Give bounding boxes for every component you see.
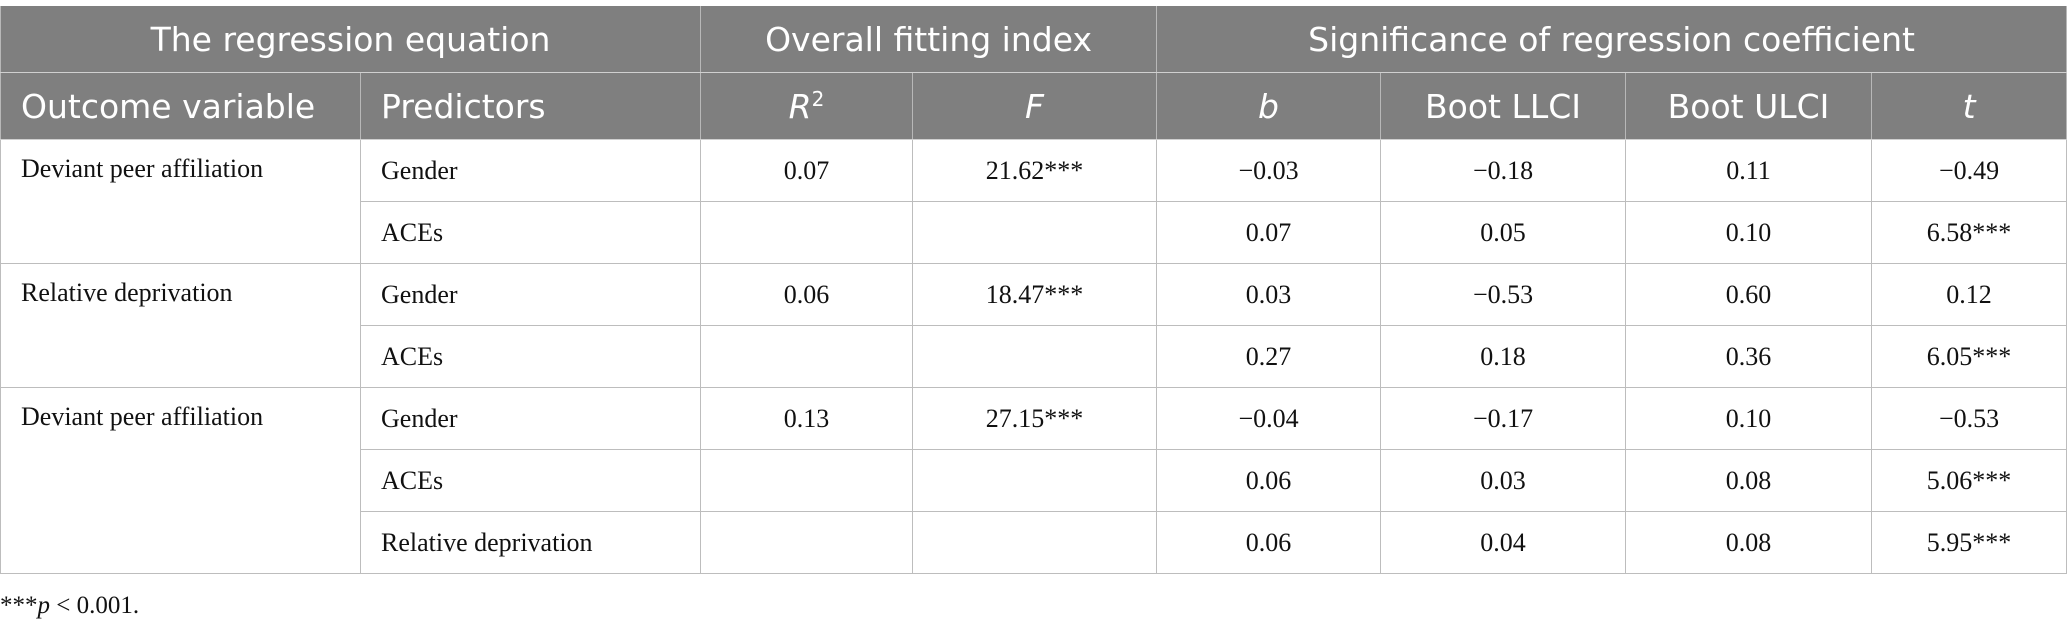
predictor-cell: ACEs xyxy=(359,201,702,264)
empty-cell xyxy=(700,201,914,264)
footnote-text: < 0.001. xyxy=(56,592,140,619)
b-cell: 0.06 xyxy=(1156,511,1382,574)
table-body: Deviant peer affiliation Gender 0.07 21.62*… xyxy=(0,139,2067,574)
t-cell: 6.05*** xyxy=(1871,325,2067,388)
f-cell: 18.47*** xyxy=(912,263,1158,326)
outcome-cell: Relative deprivation xyxy=(0,263,361,388)
llci-cell: 0.05 xyxy=(1380,201,1627,264)
predictor-cell: Gender xyxy=(359,387,702,450)
table-row: Relative deprivation Gender 0.06 18.47*** 0.… xyxy=(0,263,2067,388)
r2-cell: 0.07 xyxy=(700,139,914,202)
predictor-cell: ACEs xyxy=(359,325,702,388)
predictor-cell: ACEs xyxy=(359,449,702,512)
empty-cell xyxy=(700,511,914,574)
empty-cell xyxy=(912,201,1158,264)
column-header: Boot ULCI xyxy=(1625,72,1873,140)
column-header-symbol: F xyxy=(1025,86,1045,126)
footnote: ***p < 0.001. xyxy=(0,592,139,620)
table-head: The regression equation Overall fitting … xyxy=(0,6,2067,140)
predictor-cell: Gender xyxy=(359,263,702,326)
column-header: Boot LLCI xyxy=(1380,72,1627,140)
ulci-cell: 0.11 xyxy=(1625,139,1873,202)
regression-table: The regression equation Overall fitting … xyxy=(0,6,2067,574)
table-row: Relative deprivation 0.06 0.04 0.08 5.95*** xyxy=(1,511,2067,574)
column-header-symbol: t xyxy=(1962,86,1976,126)
t-cell: 6.58*** xyxy=(1871,201,2067,264)
llci-cell: 0.04 xyxy=(1380,511,1627,574)
t-cell: 0.12 xyxy=(1871,263,2067,326)
empty-cell xyxy=(912,511,1158,574)
group-header: Overall fitting index xyxy=(700,6,1158,73)
llci-cell: −0.53 xyxy=(1380,263,1627,326)
table-row: Deviant peer affiliation Gender 0.07 21.62*… xyxy=(0,139,2067,264)
t-cell: 5.95*** xyxy=(1871,511,2067,574)
predictor-cell: Gender xyxy=(359,139,702,202)
ulci-cell: 0.08 xyxy=(1625,511,1873,574)
t-cell: 5.06*** xyxy=(1871,449,2067,512)
ulci-cell: 0.60 xyxy=(1625,263,1873,326)
f-cell: 27.15*** xyxy=(912,387,1158,450)
t-cell: −0.53 xyxy=(1871,387,2067,450)
b-cell: 0.27 xyxy=(1156,325,1382,388)
b-cell: −0.03 xyxy=(1156,139,1382,202)
column-header: F xyxy=(912,72,1158,140)
empty-cell xyxy=(700,449,914,512)
column-header-symbol: R xyxy=(788,86,812,126)
table-row: ACEs 0.27 0.18 0.36 6.05*** xyxy=(1,325,2067,388)
footnote-stars: *** xyxy=(0,592,38,619)
r2-cell: 0.06 xyxy=(700,263,914,326)
column-header: Outcome variable xyxy=(0,72,361,140)
ulci-cell: 0.10 xyxy=(1625,387,1873,450)
group-header: Significance of regression coefficient xyxy=(1156,6,2067,73)
empty-cell xyxy=(912,449,1158,512)
llci-cell: −0.17 xyxy=(1380,387,1627,450)
column-header: Predictors xyxy=(359,72,702,140)
empty-cell xyxy=(912,325,1158,388)
b-cell: −0.04 xyxy=(1156,387,1382,450)
ulci-cell: 0.08 xyxy=(1625,449,1873,512)
b-cell: 0.06 xyxy=(1156,449,1382,512)
column-header-row: Outcome variable Predictors R2 F b Boot … xyxy=(0,72,2067,140)
column-header-symbol: b xyxy=(1258,86,1279,126)
b-cell: 0.03 xyxy=(1156,263,1382,326)
llci-cell: 0.03 xyxy=(1380,449,1627,512)
llci-cell: −0.18 xyxy=(1380,139,1627,202)
column-header: t xyxy=(1871,72,2067,140)
outcome-cell: Deviant peer affiliation xyxy=(0,387,361,574)
column-header-superscript: 2 xyxy=(811,86,825,111)
b-cell: 0.07 xyxy=(1156,201,1382,264)
column-header: b xyxy=(1156,72,1382,140)
group-header-row: The regression equation Overall fitting … xyxy=(0,6,2067,73)
r2-cell: 0.13 xyxy=(700,387,914,450)
t-cell: −0.49 xyxy=(1871,139,2067,202)
predictor-cell: Relative deprivation xyxy=(359,511,702,574)
outcome-cell: Deviant peer affiliation xyxy=(0,139,361,264)
footnote-symbol: p xyxy=(37,592,51,619)
empty-cell xyxy=(700,325,914,388)
column-header: R2 xyxy=(700,72,914,140)
f-cell: 21.62*** xyxy=(912,139,1158,202)
llci-cell: 0.18 xyxy=(1380,325,1627,388)
group-header: The regression equation xyxy=(0,6,702,73)
ulci-cell: 0.10 xyxy=(1625,201,1873,264)
table-row: Deviant peer affiliation Gender 0.13 27.15*… xyxy=(0,387,2067,574)
ulci-cell: 0.36 xyxy=(1625,325,1873,388)
